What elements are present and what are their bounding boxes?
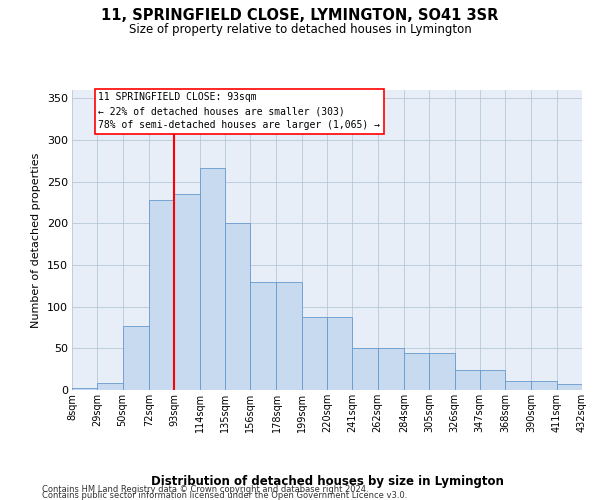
Bar [352,348,377,390]
Text: 11, SPRINGFIELD CLOSE, LYMINGTON, SO41 3SR: 11, SPRINGFIELD CLOSE, LYMINGTON, SO41 3… [101,8,499,22]
Bar [250,282,277,390]
Text: Contains public sector information licensed under the Open Government Licence v3: Contains public sector information licen… [42,491,407,500]
Bar [302,316,327,390]
Bar [277,282,302,390]
Bar [429,352,455,390]
Y-axis label: Number of detached properties: Number of detached properties [31,152,41,328]
Bar [532,381,557,390]
Bar [149,200,174,390]
Bar [480,370,505,390]
Text: Contains HM Land Registry data © Crown copyright and database right 2024.: Contains HM Land Registry data © Crown c… [42,484,368,494]
Bar [557,384,582,390]
Bar [404,352,429,390]
Bar [505,381,532,390]
Bar [199,168,225,390]
Text: 11 SPRINGFIELD CLOSE: 93sqm
← 22% of detached houses are smaller (303)
78% of se: 11 SPRINGFIELD CLOSE: 93sqm ← 22% of det… [98,92,380,130]
Text: Size of property relative to detached houses in Lymington: Size of property relative to detached ho… [128,22,472,36]
Bar [377,348,404,390]
Bar [327,316,352,390]
Bar [455,370,480,390]
Text: Distribution of detached houses by size in Lymington: Distribution of detached houses by size … [151,474,503,488]
Bar [122,326,149,390]
Bar [174,194,199,390]
Bar [72,388,97,390]
Bar [97,384,122,390]
Bar [225,224,250,390]
